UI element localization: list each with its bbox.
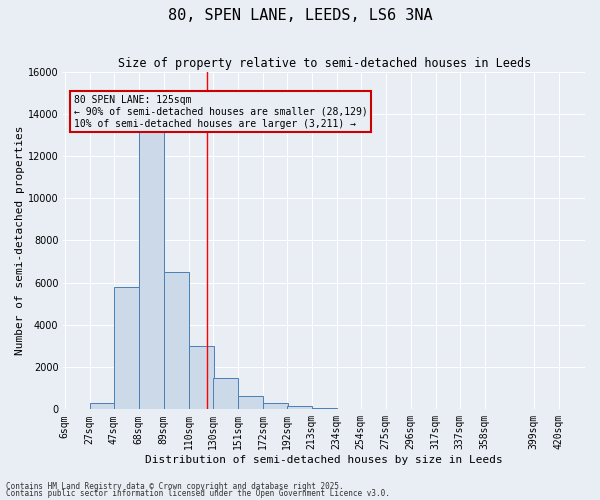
Bar bbox=[311, 408, 337, 410]
Text: 80 SPEN LANE: 125sqm
← 90% of semi-detached houses are smaller (28,129)
10% of s: 80 SPEN LANE: 125sqm ← 90% of semi-detac… bbox=[74, 96, 368, 128]
Bar bbox=[164, 272, 189, 409]
Text: Contains public sector information licensed under the Open Government Licence v3: Contains public sector information licen… bbox=[6, 489, 390, 498]
Bar bbox=[189, 346, 214, 410]
Y-axis label: Number of semi-detached properties: Number of semi-detached properties bbox=[15, 126, 25, 355]
Bar bbox=[263, 403, 288, 409]
Title: Size of property relative to semi-detached houses in Leeds: Size of property relative to semi-detach… bbox=[118, 58, 531, 70]
Bar bbox=[89, 403, 115, 409]
X-axis label: Distribution of semi-detached houses by size in Leeds: Distribution of semi-detached houses by … bbox=[145, 455, 503, 465]
Bar bbox=[139, 131, 164, 409]
Bar bbox=[287, 406, 311, 409]
Text: 80, SPEN LANE, LEEDS, LS6 3NA: 80, SPEN LANE, LEEDS, LS6 3NA bbox=[167, 8, 433, 22]
Bar bbox=[212, 378, 238, 410]
Bar bbox=[113, 287, 139, 410]
Text: Contains HM Land Registry data © Crown copyright and database right 2025.: Contains HM Land Registry data © Crown c… bbox=[6, 482, 344, 491]
Bar bbox=[238, 396, 263, 409]
